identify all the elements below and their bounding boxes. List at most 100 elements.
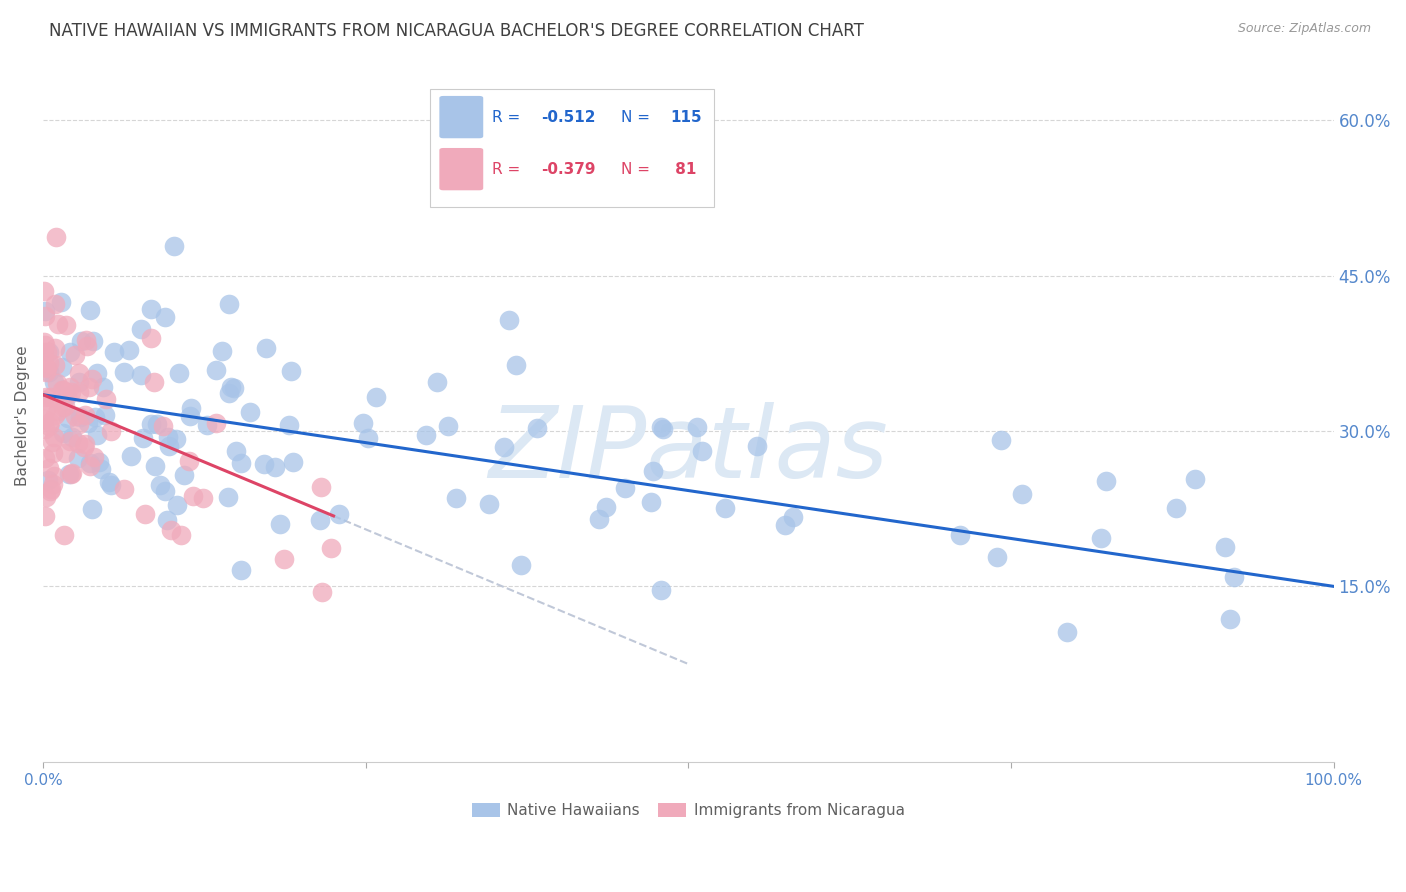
Point	[112, 365, 135, 379]
Point	[103, 344, 125, 359]
Point	[478, 497, 501, 511]
FancyBboxPatch shape	[430, 89, 714, 207]
Point	[83, 450, 105, 464]
Text: 81: 81	[671, 161, 697, 177]
Point	[35, 390, 58, 404]
Point	[745, 439, 768, 453]
Point	[132, 431, 155, 445]
Point	[149, 478, 172, 492]
Point	[79, 458, 101, 473]
Legend: Native Hawaiians, Immigrants from Nicaragua: Native Hawaiians, Immigrants from Nicara…	[467, 797, 911, 824]
Point	[41, 434, 63, 449]
Point	[129, 322, 152, 336]
Point	[195, 417, 218, 432]
Point	[357, 431, 380, 445]
Point	[80, 502, 103, 516]
Point	[34, 284, 56, 298]
Point	[167, 366, 190, 380]
Text: -0.379: -0.379	[541, 161, 596, 177]
Point	[155, 310, 177, 324]
Point	[1219, 612, 1241, 626]
Point	[949, 528, 972, 542]
Point	[42, 429, 65, 443]
Point	[328, 508, 350, 522]
Point	[38, 418, 60, 433]
Point	[51, 383, 73, 397]
Text: R =: R =	[492, 161, 526, 177]
Point	[166, 499, 188, 513]
Point	[79, 303, 101, 318]
Point	[1095, 474, 1118, 488]
Point	[1213, 540, 1236, 554]
Point	[156, 513, 179, 527]
Point	[1011, 487, 1033, 501]
Point	[80, 372, 103, 386]
Point	[225, 443, 247, 458]
Point	[73, 437, 96, 451]
Point	[269, 516, 291, 531]
Point	[39, 391, 62, 405]
Point	[118, 343, 141, 357]
Point	[173, 468, 195, 483]
Point	[218, 385, 240, 400]
Point	[142, 376, 165, 390]
Point	[986, 549, 1008, 564]
Point	[218, 297, 240, 311]
Point	[211, 343, 233, 358]
Point	[55, 318, 77, 333]
Point	[55, 399, 77, 413]
Point	[650, 420, 672, 434]
Point	[254, 341, 277, 355]
Point	[70, 334, 93, 349]
Point	[91, 379, 114, 393]
Point	[38, 483, 60, 498]
Point	[45, 230, 67, 244]
Point	[90, 462, 112, 476]
Point	[426, 376, 449, 390]
Point	[100, 478, 122, 492]
Point	[67, 451, 90, 466]
Point	[34, 422, 56, 436]
Point	[231, 457, 253, 471]
Point	[37, 474, 59, 488]
Text: ZIPatlas: ZIPatlas	[488, 401, 889, 499]
Point	[89, 455, 111, 469]
Point	[59, 467, 82, 482]
Point	[143, 458, 166, 473]
Point	[46, 376, 69, 391]
Point	[773, 518, 796, 533]
Point	[157, 440, 180, 454]
Point	[264, 460, 287, 475]
Point	[231, 563, 253, 577]
Point	[48, 318, 70, 332]
Point	[157, 430, 180, 444]
Point	[179, 454, 201, 468]
Point	[60, 466, 83, 480]
Point	[205, 416, 228, 430]
Point	[364, 390, 387, 404]
Point	[66, 436, 89, 450]
Point	[94, 408, 117, 422]
Point	[181, 490, 204, 504]
Point	[650, 582, 672, 597]
Point	[280, 364, 302, 378]
Point	[145, 417, 167, 431]
Point	[446, 491, 468, 505]
Point	[437, 418, 460, 433]
Point	[509, 558, 531, 573]
Point	[58, 344, 80, 359]
Point	[641, 463, 664, 477]
Point	[139, 417, 162, 431]
Point	[319, 541, 342, 556]
Text: Source: ZipAtlas.com: Source: ZipAtlas.com	[1237, 22, 1371, 36]
Point	[52, 400, 75, 414]
Point	[640, 495, 662, 509]
FancyBboxPatch shape	[439, 96, 484, 138]
Point	[273, 552, 295, 566]
Point	[51, 360, 73, 375]
Point	[34, 509, 56, 524]
Point	[53, 446, 76, 460]
Text: R =: R =	[492, 110, 526, 125]
Point	[217, 490, 239, 504]
Point	[253, 457, 276, 471]
